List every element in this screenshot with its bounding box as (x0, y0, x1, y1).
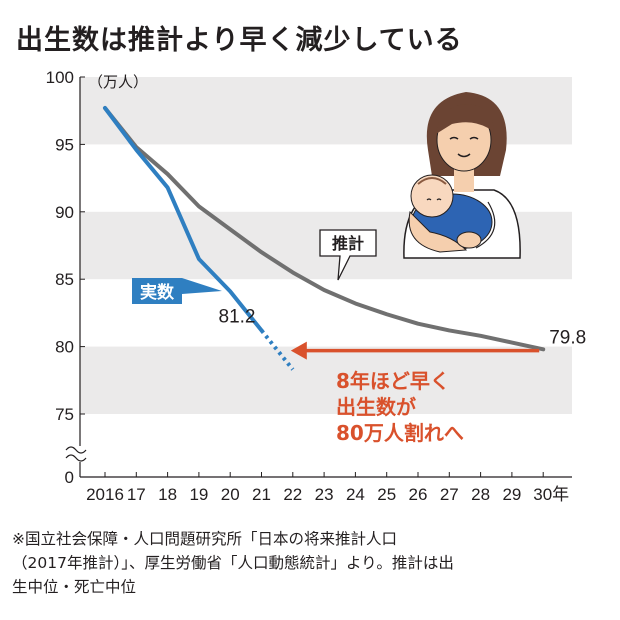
x-tick-label-2028: 28 (471, 485, 490, 504)
estimate-series-label: 推計 (332, 234, 364, 253)
axis-break-mark (65, 446, 87, 462)
actual-projection-dotted-line (259, 329, 295, 371)
estimate-end-value-label: 79.8 (549, 327, 586, 348)
actual-series-label: 実数 (140, 282, 175, 303)
source-note-line-3: 生中位・死亡中位 (12, 578, 136, 596)
callout-line-2: 出生数が (336, 395, 416, 419)
x-tick-label-2029: 29 (502, 485, 521, 504)
callout-line-3: 80万人割れへ (336, 421, 464, 445)
actual-end-value-label: 81.2 (219, 306, 256, 327)
x-tick-label-2026: 26 (409, 485, 428, 504)
x-tick-label-2030: 30年 (533, 485, 569, 504)
grid-band-3 (80, 346, 572, 414)
y-tick-label-85: 85 (55, 270, 74, 289)
mother-baby-illustration (403, 92, 521, 259)
x-tick-label-2023: 23 (315, 485, 334, 504)
chart-title: 出生数は推計より早く減少している (16, 24, 463, 56)
y-tick-label-80: 80 (55, 338, 74, 357)
x-tick-label-2025: 25 (377, 485, 396, 504)
estimate-label-bubble (319, 229, 377, 281)
y-tick-label-90: 90 (55, 203, 74, 222)
x-tick-label-2019: 19 (189, 485, 208, 504)
y-tick-label-95: 95 (55, 135, 74, 154)
x-axis-ticks: 2016 17 18 19 20 21 22 23 24 25 26 27 28 29 30年 (86, 472, 569, 504)
x-tick-label-2016: 2016 (86, 485, 124, 504)
y-axis-ticks: 0 75 80 85 90 95 100 (46, 68, 85, 487)
x-tick-label-2024: 24 (346, 485, 365, 504)
axes (65, 77, 572, 478)
series-line-actual (103, 106, 264, 333)
series-lines (103, 106, 546, 371)
callout-arrow-head (290, 341, 307, 360)
source-note-line-1: ※国立社会保障・人口問題研究所「日本の将来推計人口 (12, 530, 397, 548)
y-tick-label-75: 75 (55, 405, 74, 424)
unit-label: （万人） (88, 73, 148, 91)
callout-line-1: 8年ほど早く (336, 369, 450, 393)
x-tick-label-2027: 27 (440, 485, 459, 504)
x-tick-label-2021: 21 (252, 485, 271, 504)
series-line-estimate (103, 106, 546, 352)
y-tick-label-0: 0 (65, 468, 74, 487)
x-tick-label-2022: 22 (283, 485, 302, 504)
x-tick-label-2017: 17 (127, 485, 146, 504)
x-tick-label-2020: 20 (221, 485, 240, 504)
x-tick-label-2018: 18 (158, 485, 177, 504)
actual-label-tag (132, 278, 222, 304)
callout-arrow (290, 341, 540, 360)
source-note-line-2: （2017年推計）」、厚生労働省「人口動態統計」より。推計は出 (12, 554, 454, 572)
y-tick-label-100: 100 (46, 68, 74, 87)
